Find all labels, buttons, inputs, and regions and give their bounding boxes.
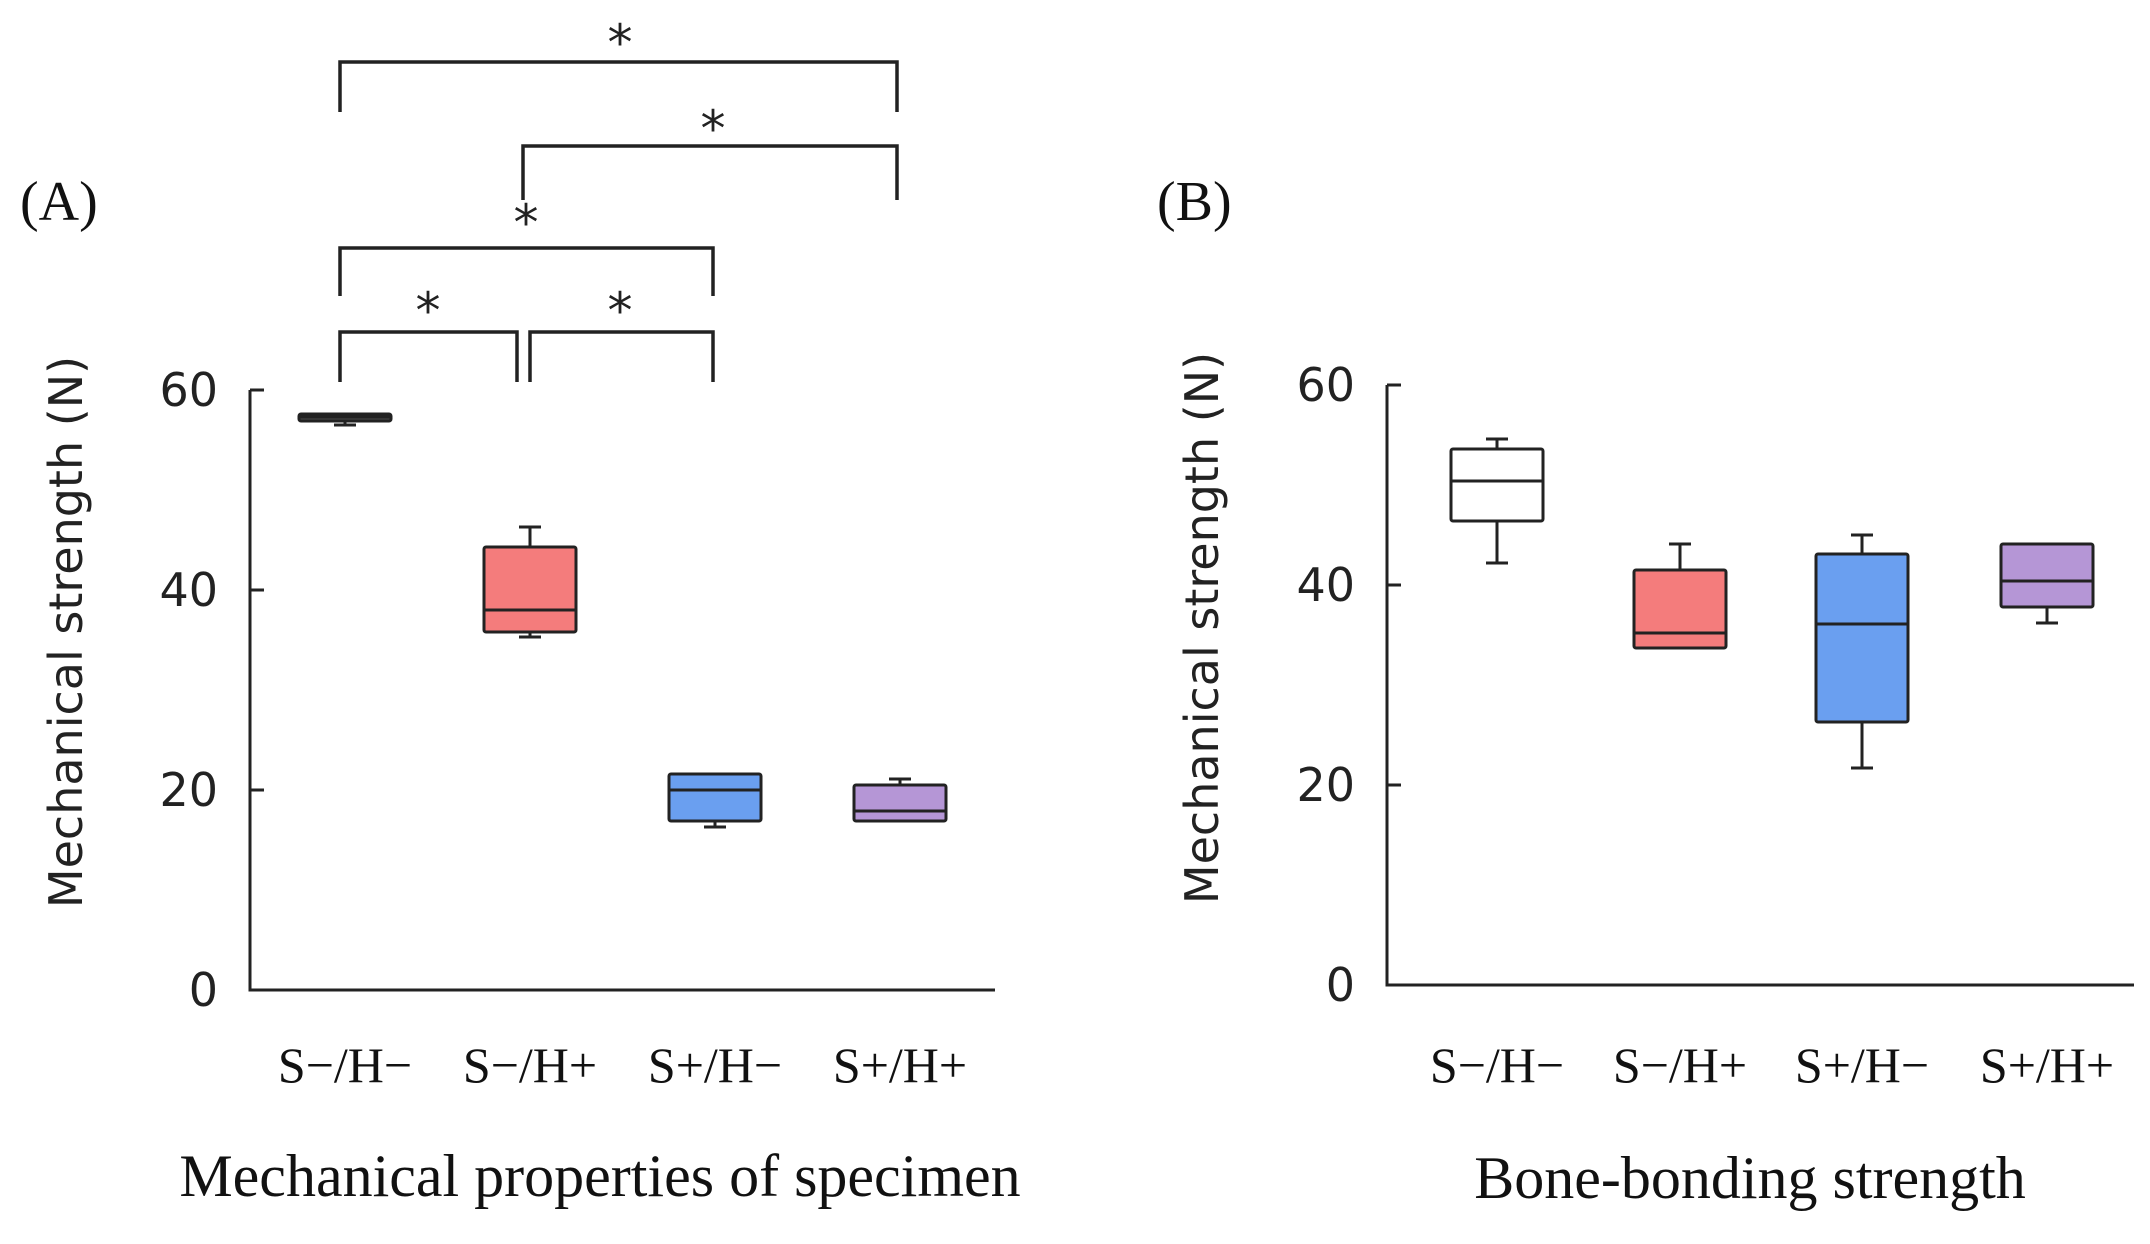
panel-a-x-label-3: S+/H− (648, 1037, 782, 1093)
sig-bracket-1-3 (338, 246, 715, 296)
panel-b: (B) Bone-bonding strength Mechanical str… (1157, 171, 2134, 1211)
panel-b-y-tick-label-40: 40 (1296, 558, 1355, 612)
panel-a-boxes (297, 412, 948, 829)
panel-a-box-4-iqr (852, 783, 948, 823)
panel-a-box-2-iqr (482, 545, 578, 634)
panel-a-y-tick-label-0: 0 (189, 963, 218, 1017)
panel-b-box-1-iqr (1449, 447, 1545, 523)
sig-bracket-2-4 (521, 144, 899, 200)
panel-b-y-tick-label-20: 20 (1296, 758, 1355, 812)
sig-star-2-3: * (608, 282, 633, 340)
sig-star-1-3: * (514, 194, 539, 252)
panel-a-y-axis-label: Mechanical strength (N) (39, 356, 93, 908)
panel-a-axes (248, 390, 995, 992)
panel-b-title: Bone-bonding strength (1474, 1145, 2026, 1211)
panel-b-x-label-2: S−/H+ (1613, 1037, 1747, 1093)
panel-a-significance: * * * * * (338, 14, 899, 382)
panel-b-label: (B) (1157, 171, 1232, 233)
sig-star-1-4: * (608, 14, 633, 72)
panel-a-y-tick-label-40: 40 (159, 563, 218, 617)
panel-b-box-4-iqr (1999, 542, 2095, 609)
panel-b-x-label-4: S+/H+ (1980, 1037, 2114, 1093)
panel-b-boxes (1449, 437, 2095, 770)
panel-b-box-2-iqr (1632, 568, 1728, 650)
panel-b-y-axis-label: Mechanical strength (N) (1175, 352, 1229, 904)
panel-b-y-tick-label-60: 60 (1296, 358, 1355, 412)
sig-star-2-4: * (701, 100, 726, 158)
panel-a-title: Mechanical properties of specimen (179, 1143, 1020, 1209)
panel-a-label: (A) (20, 171, 98, 233)
panel-a: (A) Mechanical properties of specimen Me… (20, 14, 1021, 1209)
panel-a-x-label-1: S−/H− (278, 1037, 412, 1093)
sig-star-1-2: * (416, 282, 441, 340)
panel-b-x-label-3: S+/H− (1795, 1037, 1929, 1093)
panel-b-x-label-1: S−/H− (1430, 1037, 1564, 1093)
panel-a-box-3-iqr (667, 772, 763, 823)
panel-a-x-label-4: S+/H+ (833, 1037, 967, 1093)
sig-bracket-1-2 (338, 330, 519, 382)
panel-b-box-3-iqr (1814, 552, 1910, 724)
sig-bracket-1-4 (338, 60, 899, 112)
panel-a-y-tick-label-60: 60 (159, 363, 218, 417)
sig-bracket-2-3 (528, 330, 715, 382)
panel-a-x-label-2: S−/H+ (463, 1037, 597, 1093)
panel-b-y-tick-label-0: 0 (1326, 958, 1355, 1012)
panel-a-y-tick-label-20: 20 (159, 763, 218, 817)
